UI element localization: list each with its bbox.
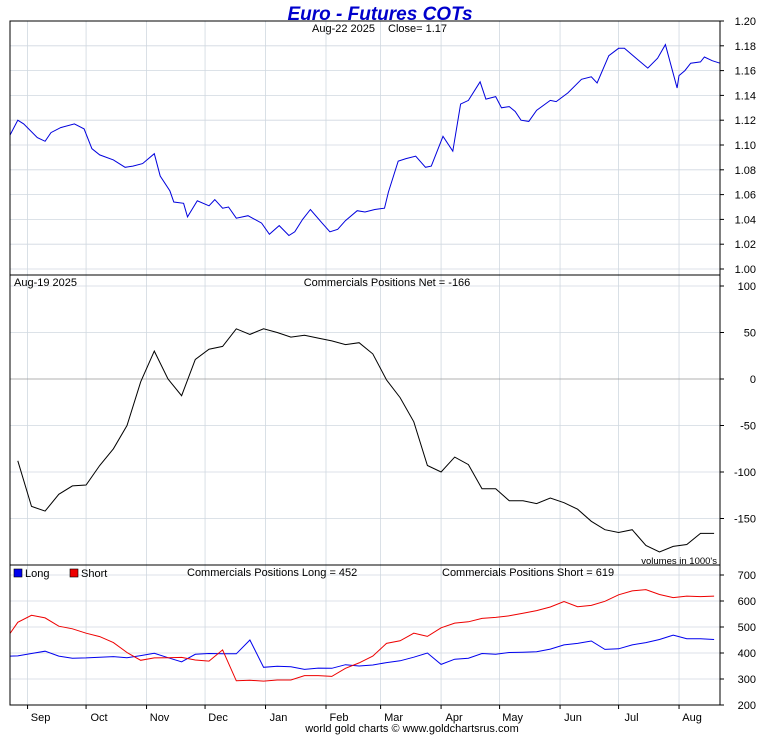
month-label: Aug (682, 712, 702, 724)
price-tick-label: 1.20 (735, 16, 756, 28)
price-tick-label: 1.16 (735, 66, 756, 78)
net-tick-label: 0 (750, 374, 756, 386)
price-tick-label: 1.00 (735, 264, 756, 276)
price-panel: 1.00 1.02 1.04 1.06 1.08 1.10 1.12 1.14 1.16 1.18… (9, 16, 756, 276)
price-series-line (9, 43, 721, 237)
volume-note: volumes in 1000's (641, 556, 717, 567)
net-panel: -150 -100 -50 0 50 100 Aug-19 2025 Commercial… (9, 274, 756, 567)
price-close-label: Close= 1.17 (388, 23, 447, 35)
price-tick-label: 1.02 (735, 239, 756, 251)
legend: Long Short (13, 568, 107, 580)
long-short-tick-label: 600 (738, 596, 756, 608)
month-label: May (502, 712, 523, 724)
long-short-tick-label: 700 (738, 570, 756, 582)
price-tick-label: 1.14 (735, 90, 756, 102)
net-series-line (17, 328, 715, 553)
month-label: Dec (208, 712, 228, 724)
footer-credit: world gold charts © www.goldchartsrus.co… (304, 723, 519, 735)
month-label: Apr (446, 712, 463, 724)
price-date-label: Aug-22 2025 (312, 23, 375, 35)
legend-label-short: Short (81, 568, 107, 580)
price-tick-label: 1.12 (735, 115, 756, 127)
long-series-line (9, 634, 715, 670)
legend-swatch-long (13, 568, 23, 578)
short-title: Commercials Positions Short = 619 (442, 567, 614, 579)
chart-title: Euro - Futures COTs (287, 4, 472, 25)
net-tick-label: -150 (734, 514, 756, 526)
long-short-tick-label: 500 (738, 622, 756, 634)
net-title: Commercials Positions Net = -166 (304, 277, 471, 289)
month-label: Nov (150, 712, 170, 724)
short-series-line (9, 589, 715, 682)
long-short-axis-ticks: 200 300 400 500 600 700 (720, 570, 756, 712)
month-label: Jul (625, 712, 639, 724)
long-title: Commercials Positions Long = 452 (187, 567, 357, 579)
month-label: Jun (564, 712, 582, 724)
net-axis-ticks: -150 -100 -50 0 50 100 (720, 281, 756, 526)
price-tick-label: 1.04 (735, 214, 756, 226)
price-tick-label: 1.18 (735, 41, 756, 53)
month-label: Oct (91, 712, 108, 724)
legend-label-long: Long (25, 568, 49, 580)
month-label: Jan (270, 712, 288, 724)
legend-swatch-short (69, 568, 79, 578)
long-short-tick-label: 200 (738, 700, 756, 712)
net-tick-label: 100 (738, 281, 756, 293)
price-tick-label: 1.08 (735, 165, 756, 177)
long-short-panel: 200 300 400 500 600 700 Long Short Commercial… (9, 564, 756, 724)
net-tick-label: -50 (740, 421, 756, 433)
price-tick-label: 1.10 (735, 140, 756, 152)
net-tick-label: -100 (734, 467, 756, 479)
net-tick-label: 50 (744, 328, 756, 340)
month-label: Mar (384, 712, 403, 724)
long-short-tick-label: 400 (738, 648, 756, 660)
month-label: Sep (31, 712, 51, 724)
price-tick-label: 1.06 (735, 190, 756, 202)
net-date-label: Aug-19 2025 (14, 277, 77, 289)
price-gridlines (10, 20, 720, 275)
net-gridlines (10, 275, 720, 565)
month-axis: Sep Oct Nov Dec Jan Feb Mar Apr May Jun Jul Aug (27, 705, 702, 724)
price-axis-ticks: 1.00 1.02 1.04 1.06 1.08 1.10 1.12 1.14 1.16 1.18… (720, 16, 756, 276)
month-label: Feb (330, 712, 349, 724)
long-short-tick-label: 300 (738, 674, 756, 686)
